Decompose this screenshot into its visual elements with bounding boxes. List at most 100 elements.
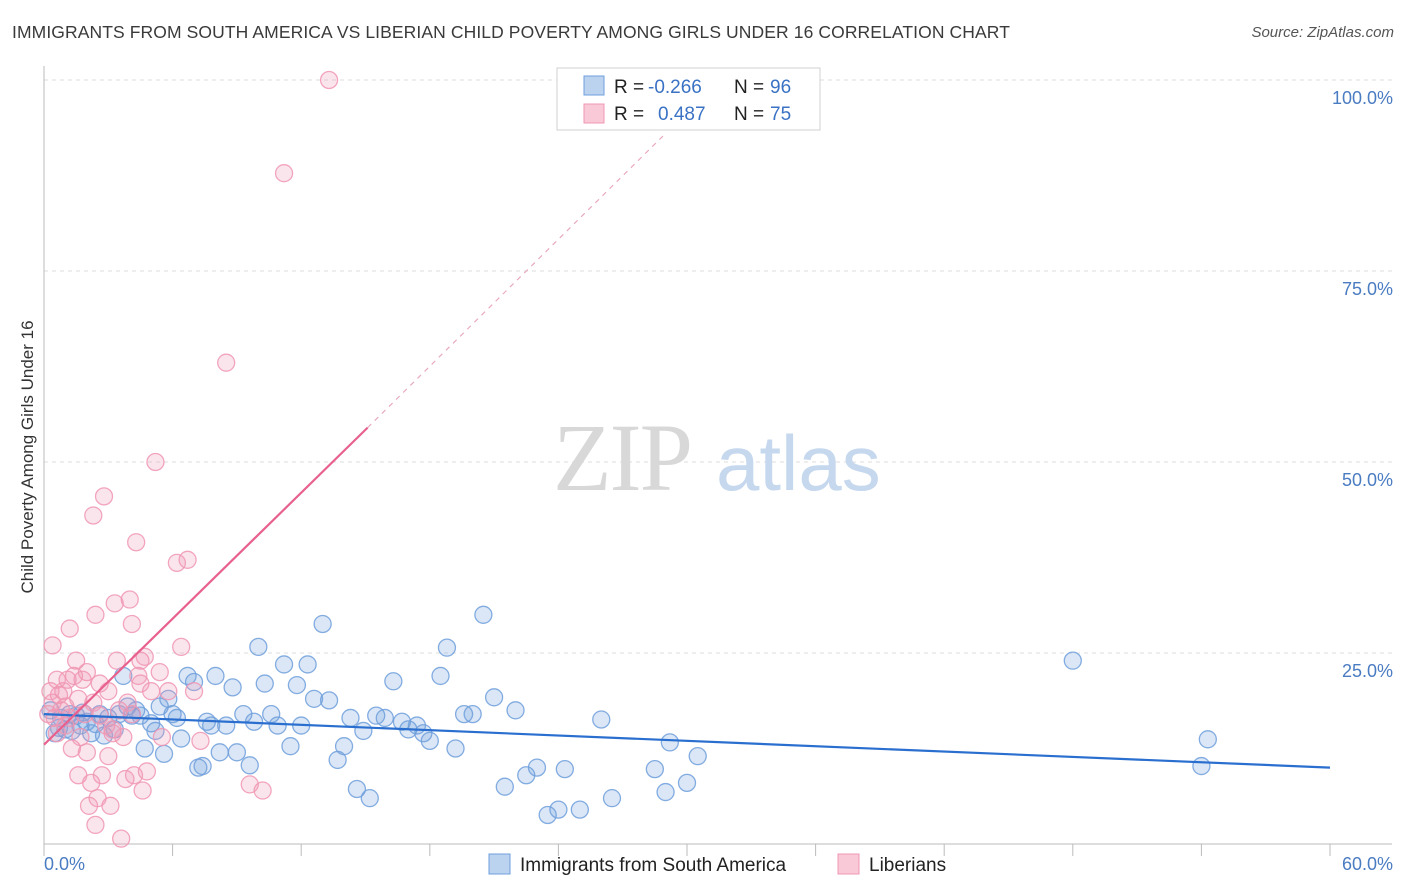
data-point xyxy=(1063,651,1082,670)
data-point xyxy=(660,733,680,752)
data-point xyxy=(360,789,379,808)
data-point xyxy=(431,666,450,686)
y-tick-labels: 25.0% 50.0% 75.0% 100.0% xyxy=(1332,88,1393,681)
data-point xyxy=(304,689,324,708)
data-point xyxy=(592,710,611,729)
data-point xyxy=(133,781,152,800)
y-tick-label: 50.0% xyxy=(1342,470,1393,490)
series-liberians-points xyxy=(39,70,339,848)
data-point xyxy=(67,651,86,670)
legend-swatch-pink xyxy=(583,103,605,124)
data-point xyxy=(1198,730,1217,749)
y-tick-label: 25.0% xyxy=(1342,661,1393,681)
data-point xyxy=(298,655,317,674)
legend-r-label-1: R = xyxy=(614,77,644,98)
data-point xyxy=(384,672,403,691)
data-point xyxy=(437,638,457,657)
series-legend-label-blue: Immigrants from South America xyxy=(520,855,787,876)
data-point xyxy=(101,796,120,815)
data-point xyxy=(210,743,229,762)
data-point xyxy=(319,691,339,710)
data-point xyxy=(281,737,300,756)
data-point xyxy=(334,737,354,756)
data-point xyxy=(84,506,103,525)
data-point xyxy=(77,662,97,682)
watermark-zip: ZIP xyxy=(553,404,691,511)
data-point xyxy=(274,655,294,674)
series-legend-swatch-pink xyxy=(837,853,860,875)
data-point xyxy=(127,533,146,552)
data-point xyxy=(688,746,707,766)
data-point xyxy=(420,731,439,751)
data-point xyxy=(227,743,247,762)
trend-line-immigrants xyxy=(43,713,1331,769)
data-point xyxy=(538,805,557,825)
data-point xyxy=(268,716,287,735)
data-point xyxy=(122,704,142,724)
data-point xyxy=(178,550,197,569)
x-tick-labels: 0.0% 60.0% xyxy=(44,854,1393,874)
data-point xyxy=(375,708,394,728)
chart-source: Source: ZipAtlas.com xyxy=(1251,24,1394,41)
data-point xyxy=(71,727,90,747)
data-point xyxy=(347,779,367,799)
legend-r-value-2: 0.487 xyxy=(658,104,706,125)
data-point xyxy=(86,605,105,624)
data-point xyxy=(154,744,174,763)
data-point xyxy=(253,781,272,800)
legend-n-value-2: 75 xyxy=(770,104,791,125)
watermark-atlas: atlas xyxy=(716,419,881,507)
data-point xyxy=(217,353,236,372)
data-point xyxy=(92,766,112,785)
data-point xyxy=(112,829,131,848)
data-point xyxy=(131,674,150,693)
data-point xyxy=(555,759,574,779)
data-point xyxy=(602,789,622,808)
data-point xyxy=(193,756,212,776)
data-point xyxy=(206,666,225,686)
data-point xyxy=(103,724,122,743)
data-point xyxy=(249,637,268,657)
data-point xyxy=(240,756,259,775)
x-tick-label: 60.0% xyxy=(1342,854,1393,874)
data-point xyxy=(54,682,73,701)
data-point xyxy=(287,675,307,695)
chart-title: IMMIGRANTS FROM SOUTH AMERICA VS LIBERIA… xyxy=(12,22,1010,42)
data-point xyxy=(94,487,114,506)
data-point xyxy=(122,614,142,634)
data-point xyxy=(463,704,482,724)
data-point xyxy=(56,716,75,735)
data-point xyxy=(86,815,105,835)
data-point xyxy=(1192,756,1211,776)
data-point xyxy=(114,727,133,747)
trend-line-liberians-extension xyxy=(367,133,666,429)
data-point xyxy=(77,743,97,762)
series-legend-swatch-blue xyxy=(488,853,511,875)
data-point xyxy=(506,701,525,720)
legend-n-value-1: 96 xyxy=(770,77,791,98)
y-axis-label: Child Poverty Among Girls Under 16 xyxy=(18,320,37,593)
data-point xyxy=(107,651,127,670)
data-point xyxy=(172,729,191,748)
trend-line-liberians xyxy=(43,426,369,746)
data-point xyxy=(474,605,493,624)
data-point xyxy=(484,688,504,707)
data-point xyxy=(135,739,154,758)
data-point xyxy=(549,800,568,819)
data-point xyxy=(120,590,139,609)
grid-lines xyxy=(44,79,1392,654)
data-point xyxy=(354,721,373,741)
data-point xyxy=(150,662,169,682)
data-point xyxy=(645,759,664,779)
trend-lines xyxy=(43,133,1331,769)
zipatlas-watermark: ZIP atlas xyxy=(553,404,881,511)
data-point xyxy=(69,689,88,708)
data-point xyxy=(116,769,135,789)
data-point xyxy=(43,636,62,655)
data-point xyxy=(313,614,332,634)
legend-r-label-2: R = xyxy=(614,104,644,125)
data-point xyxy=(677,773,697,793)
data-point xyxy=(99,746,118,766)
legend-n-label-1: N = xyxy=(734,77,764,98)
